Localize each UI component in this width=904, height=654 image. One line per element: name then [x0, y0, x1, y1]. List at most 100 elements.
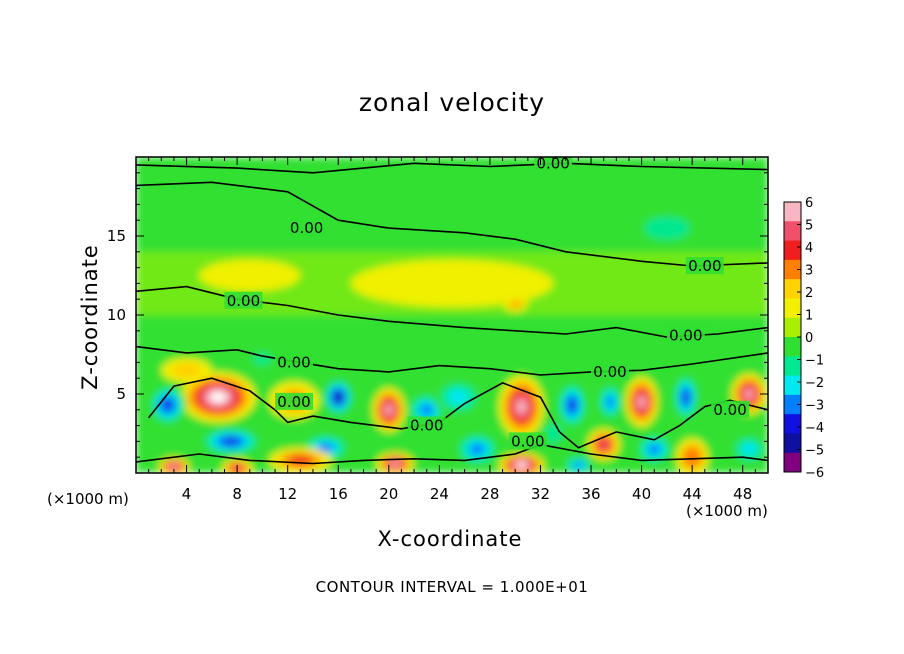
colorbar-swatch: [784, 452, 801, 473]
contour-interval-note: CONTOUR INTERVAL = 1.000E+01: [315, 578, 589, 596]
anomaly-23: [675, 438, 709, 473]
anomaly-ring: [516, 399, 527, 414]
contour-label-bg: [224, 291, 263, 309]
anomaly-ring: [385, 404, 393, 415]
anomaly-3: [323, 378, 354, 417]
contour-label-6: 0.00: [593, 363, 626, 381]
anomaly-ring: [170, 464, 178, 469]
anomaly-27: [247, 349, 278, 369]
contour-line-0: [136, 162, 768, 174]
colorbar-swatch: [784, 414, 801, 434]
x-tick-label: 48: [733, 485, 752, 503]
x-tick-label: 44: [683, 485, 702, 503]
anomaly-ring: [447, 389, 470, 406]
colorbar-label: 1: [805, 309, 813, 324]
anomaly-ring: [740, 442, 758, 457]
x-tick-label: 12: [278, 485, 297, 503]
contour-label-bg: [591, 362, 629, 380]
colorbar-label: 2: [805, 286, 813, 301]
anomaly-19: [454, 431, 501, 467]
x-tick-label: 8: [232, 485, 242, 503]
contour-label-7: 0.00: [277, 393, 310, 411]
colorbar-swatch: [784, 356, 801, 377]
contour-label-bg: [275, 392, 313, 410]
anomaly-ring: [171, 362, 202, 378]
anomaly-ring: [744, 389, 754, 399]
colorbar-label: −3: [805, 399, 824, 414]
anomaly-ring: [573, 461, 584, 469]
anomaly-4: [372, 387, 406, 432]
contour-label-2: 0.00: [688, 257, 721, 275]
anomaly-ring: [567, 398, 577, 412]
contour-label-bg: [275, 353, 313, 371]
anomaly-ring: [317, 442, 335, 453]
x-unit-label-right: (×1000 m): [686, 502, 768, 520]
anomaly-ring: [210, 392, 226, 403]
contour-label-3: 0.00: [227, 292, 260, 310]
contour-label-5: 0.00: [277, 353, 310, 371]
anomaly-30: [199, 259, 301, 292]
x-tick-label: 28: [480, 485, 499, 503]
anomaly-32: [350, 259, 554, 308]
colorbar-swatch: [784, 259, 801, 280]
anomaly-ring: [222, 437, 240, 446]
contour-lines: [136, 162, 768, 465]
anomaly-1: [148, 384, 187, 426]
contour-label-bg: [407, 416, 446, 434]
anomaly-ring: [637, 396, 646, 408]
anomaly-28: [161, 357, 212, 383]
colorbar-label: −4: [805, 421, 824, 436]
colorbar-label: 6: [805, 196, 813, 211]
contour-line-3: [136, 345, 768, 376]
colorbar-label: −6: [805, 466, 824, 481]
contour-label-1: 0.00: [290, 219, 323, 237]
anomaly-22: [635, 433, 674, 466]
anomaly-ring: [419, 404, 434, 416]
anomaly-31: [628, 209, 705, 248]
contour-label-bg: [711, 400, 750, 418]
contour-label-8: 0.00: [410, 417, 443, 435]
anomaly-ring: [599, 440, 609, 449]
velocity-field: [136, 157, 768, 473]
contour-label-10: 0.00: [511, 432, 544, 450]
colorbar-swatch: [784, 279, 801, 299]
anomaly-ring: [647, 444, 661, 455]
anomaly-ring: [162, 399, 173, 411]
contour-label-bg: [534, 157, 573, 172]
colorbar-swatch: [784, 240, 801, 261]
colorbar-swatch: [784, 394, 801, 415]
x-tick-label: 40: [632, 485, 651, 503]
contour-label-0: 0.00: [536, 154, 569, 172]
anomaly-ring: [219, 266, 281, 285]
colorbar-swatch: [784, 298, 801, 319]
colorbar-label: −2: [805, 376, 824, 391]
contour-line-5: [136, 443, 768, 465]
anomaly-25: [563, 455, 594, 473]
colorbar-label: 4: [805, 241, 813, 256]
anomaly-9: [597, 382, 623, 421]
anomaly-ring: [682, 390, 690, 404]
colorbar-swatch: [784, 433, 801, 454]
contour-label-4: 0.00: [669, 327, 702, 345]
anomaly-ring: [390, 460, 400, 467]
y-tick-label: 15: [107, 227, 126, 245]
anomaly-ring: [516, 462, 527, 468]
anomaly-15: [158, 457, 190, 473]
anomaly-13: [199, 427, 263, 456]
anomaly-18: [376, 452, 415, 473]
colorbar-swatch: [784, 202, 801, 222]
y-tick-label: 5: [116, 385, 126, 403]
x-tick-label: 20: [379, 485, 398, 503]
contour-label-bg: [666, 326, 705, 344]
x-tick-label: 36: [581, 485, 600, 503]
y-tick-label: 10: [107, 306, 126, 324]
contour-label-bg: [508, 432, 547, 450]
anomaly-12: [731, 373, 767, 415]
x-tick-label: 4: [182, 485, 192, 503]
anomaly-0: [180, 371, 257, 423]
colorbar-swatch: [784, 375, 801, 396]
anomaly-11: [673, 373, 699, 421]
contour-label-bg: [287, 219, 326, 237]
anomaly-20: [498, 452, 545, 473]
